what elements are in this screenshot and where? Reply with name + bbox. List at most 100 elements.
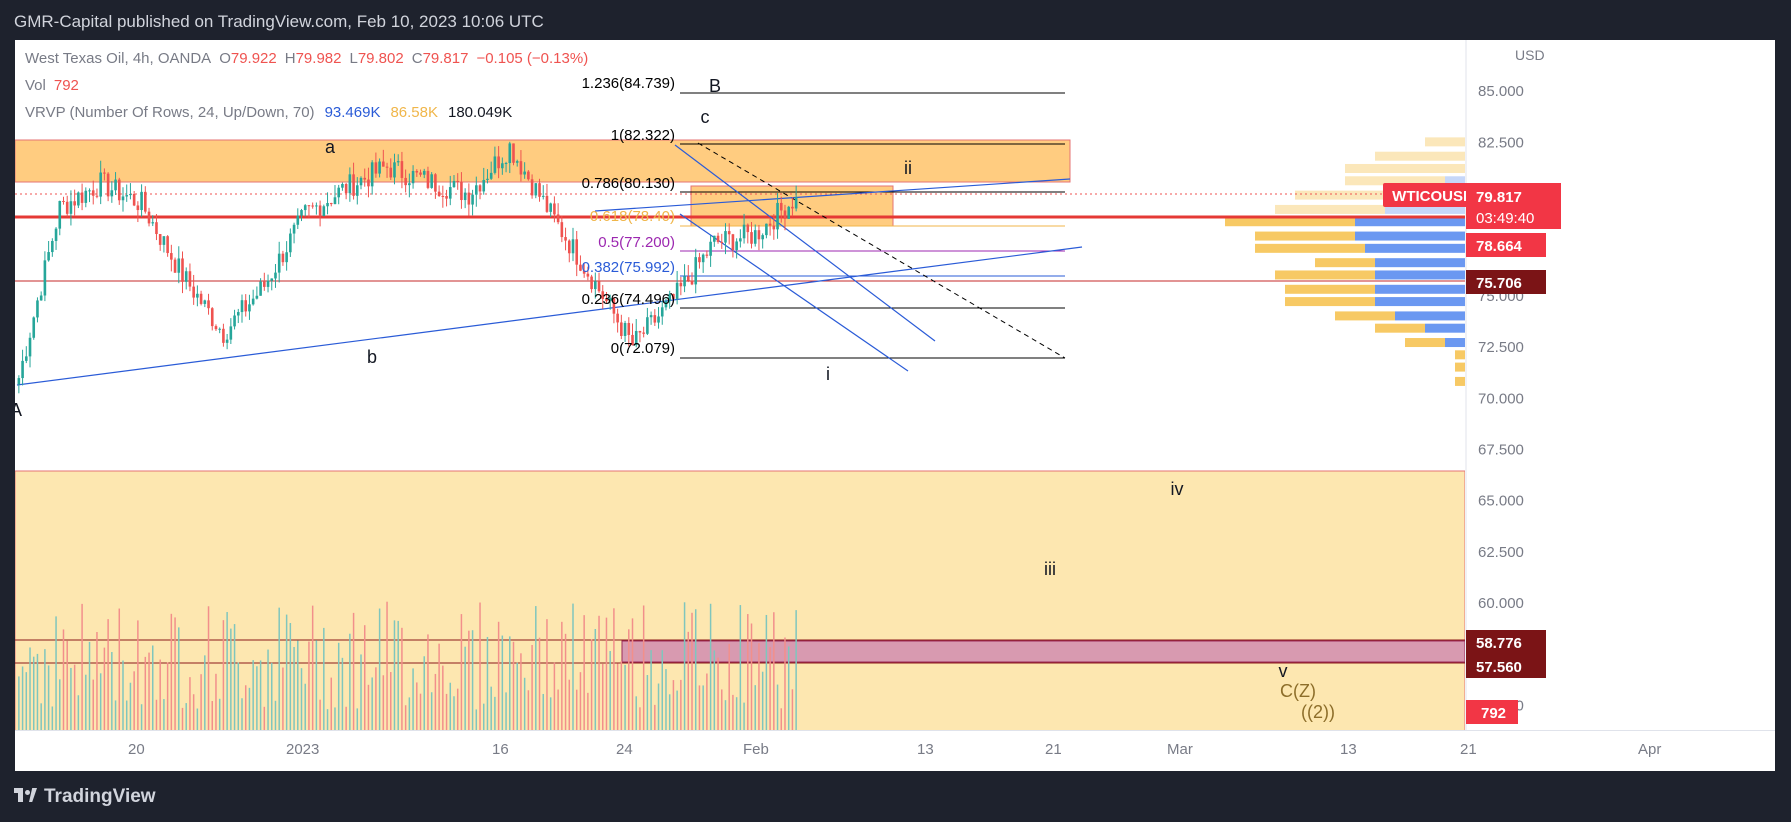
time-axis-right: 21 Apr — [1460, 730, 1775, 771]
volume-bar — [367, 684, 370, 730]
candle-body — [579, 264, 582, 271]
volume-bar — [330, 677, 333, 730]
badge-75: 75.706 — [1476, 275, 1522, 292]
volume-bar — [133, 671, 135, 730]
candle-body — [151, 222, 155, 224]
candle-body — [370, 162, 374, 187]
wave-label-iii: iii — [1044, 559, 1056, 579]
candle-body — [426, 170, 430, 188]
candle-body — [501, 163, 504, 169]
candle-body — [768, 223, 772, 226]
price-chart-svg[interactable]: 1.236(84.739) 1(82.322) 0.786(80.130) 0.… — [10, 40, 1775, 771]
volume-bar — [114, 700, 117, 730]
legend-vrvp: VRVP (Number Of Rows, 24, Up/Down, 70) 93… — [25, 104, 512, 121]
volume-bar — [47, 665, 50, 730]
volume-bar — [163, 699, 165, 730]
candle-body — [705, 254, 709, 256]
volume-bar — [285, 614, 288, 730]
volume-bar — [624, 664, 626, 730]
volume-bar — [739, 605, 742, 730]
time-axis[interactable]: 20 2023 16 24 Feb 13 21 Mar 13 21 — [15, 730, 1465, 771]
volume-bar — [769, 647, 771, 730]
candle-body — [344, 184, 348, 194]
candle-body — [486, 178, 489, 180]
fib-label-0236: 0.236(74.496) — [582, 291, 675, 308]
volume-bar — [590, 639, 593, 730]
volume-bar — [482, 703, 485, 730]
candle-body — [605, 298, 608, 302]
badge-75-bg — [1466, 270, 1546, 294]
candle-body — [155, 222, 158, 235]
vrvp-down-bar — [1455, 350, 1465, 360]
candle-body — [527, 171, 530, 180]
volume-bar — [271, 662, 273, 730]
candle-body — [601, 291, 605, 299]
candle-body — [263, 281, 266, 287]
candle-body — [91, 190, 95, 196]
candle-body — [545, 195, 549, 212]
vrvp-up-bar — [1445, 338, 1465, 348]
volume-bar — [32, 656, 35, 730]
candle-body — [88, 190, 91, 192]
volume-bar — [88, 641, 91, 730]
volume-bar — [735, 697, 738, 730]
volume-bar — [646, 675, 649, 730]
candle-body — [355, 185, 359, 196]
candle-body — [103, 172, 106, 174]
candle-body — [140, 191, 143, 211]
volume-bar — [204, 655, 206, 730]
candle-body — [497, 156, 500, 169]
candle-body — [504, 163, 508, 165]
volume-bar — [36, 653, 39, 730]
candle-body — [452, 180, 456, 188]
fib-label-0618: 0.618(78.40) — [590, 208, 675, 225]
candle-body — [753, 230, 757, 244]
candle-body — [448, 187, 452, 199]
candle-body — [597, 281, 601, 292]
volume-bar — [237, 662, 240, 730]
candle-body — [396, 161, 400, 163]
candle-body — [794, 197, 798, 209]
volume-bar — [77, 695, 80, 730]
candle-body — [612, 298, 616, 314]
volume-bar — [118, 608, 121, 730]
candle-body — [248, 304, 251, 312]
tradingview-logo[interactable]: TradingView — [14, 786, 156, 808]
vrvp-down-bar — [1275, 204, 1385, 214]
volume-bar — [51, 706, 54, 730]
candle-body — [664, 301, 668, 308]
candle-body — [281, 253, 285, 263]
volume-bar — [215, 673, 217, 730]
wave-label-A: A — [15, 400, 22, 420]
volume-bar — [587, 692, 589, 730]
volume-bar — [665, 669, 667, 730]
candle-body — [385, 166, 389, 168]
candle-body — [463, 192, 467, 201]
volume-bar — [709, 603, 712, 730]
volume-bars — [18, 601, 797, 730]
volume-bar — [694, 609, 697, 730]
candle-body — [672, 293, 675, 299]
volume-bar — [791, 689, 794, 730]
candle-body — [657, 316, 660, 323]
tradingview-logo-icon — [14, 788, 38, 802]
volume-bar — [538, 637, 541, 730]
chart-area[interactable]: 1.236(84.739) 1(82.322) 0.786(80.130) 0.… — [10, 40, 1775, 771]
candle-body — [39, 295, 43, 301]
candle-body — [47, 252, 50, 261]
volume-bar — [326, 709, 329, 730]
candle-body — [489, 172, 493, 179]
volume-bar — [572, 603, 574, 730]
candle-body — [716, 235, 720, 242]
candle-body — [199, 293, 203, 304]
candle-body — [382, 161, 385, 167]
candle-body — [259, 281, 262, 296]
volume-bar — [784, 637, 786, 730]
candle-body — [408, 183, 411, 186]
volume-bar — [683, 602, 686, 730]
volume-bar — [256, 666, 258, 730]
candle-body — [214, 326, 218, 330]
volume-bar — [18, 676, 20, 730]
candle-body — [720, 241, 724, 243]
candle-body — [783, 210, 787, 219]
